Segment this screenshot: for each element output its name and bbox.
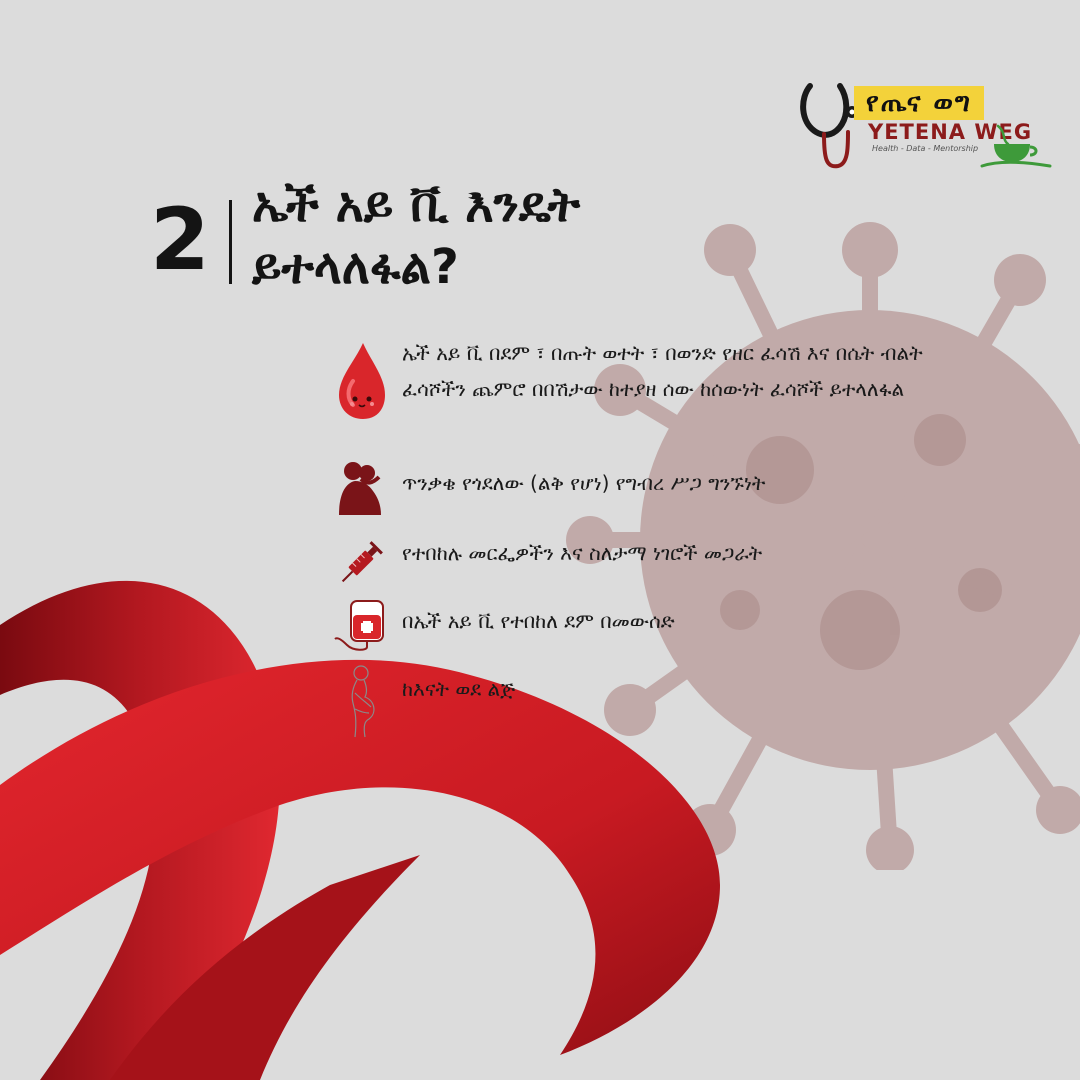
title-divider [229, 200, 232, 284]
couple-icon [339, 462, 381, 515]
page-title-line-1: ኤች አይ ቪ እንዴት [252, 177, 581, 233]
pregnant-woman-icon [351, 665, 375, 738]
blood-drop-icon [339, 343, 385, 419]
logo-amharic-text: የጤና ወግ [854, 86, 984, 120]
virus-illustration [566, 222, 1080, 870]
list-item-text: የተበከሉ መርፌዎችን እና ስለታማ ነገሮች መጋራት [402, 541, 763, 565]
page-title-line-2: ይተላለፋል? [252, 239, 459, 295]
list-item-text: በኤች አይ ቪ የተበከለ ደም በመውሰድ [402, 609, 675, 633]
brand-logo: የጤና ወግ YETENA WEG Health - Data - Mentor… [796, 78, 1056, 174]
list-item-text: ኤች አይ ቪ በደም ፣ በጡት ወተት ፣ በወንድ የዘር ፈሳሽ እና … [402, 341, 923, 401]
logo-tagline: Health - Data - Mentorship [872, 144, 979, 153]
red-ribbon [0, 580, 720, 1080]
stethoscope-icon [800, 83, 858, 169]
step-number: 2 [150, 190, 210, 290]
tea-cup-icon [980, 124, 1052, 168]
page-title: ኤች አይ ቪ እንዴት ይተላለፋል? [252, 174, 812, 298]
list-item-text: ከእናት ወደ ልጅ [402, 677, 516, 701]
syringe-icon [341, 541, 383, 583]
list-item-text: ጥንቃቄ የጎደለው (ልቅ የሆነ) የግብረ ሥጋ ግንኙነት [402, 471, 766, 495]
blood-bag-icon [334, 600, 384, 651]
